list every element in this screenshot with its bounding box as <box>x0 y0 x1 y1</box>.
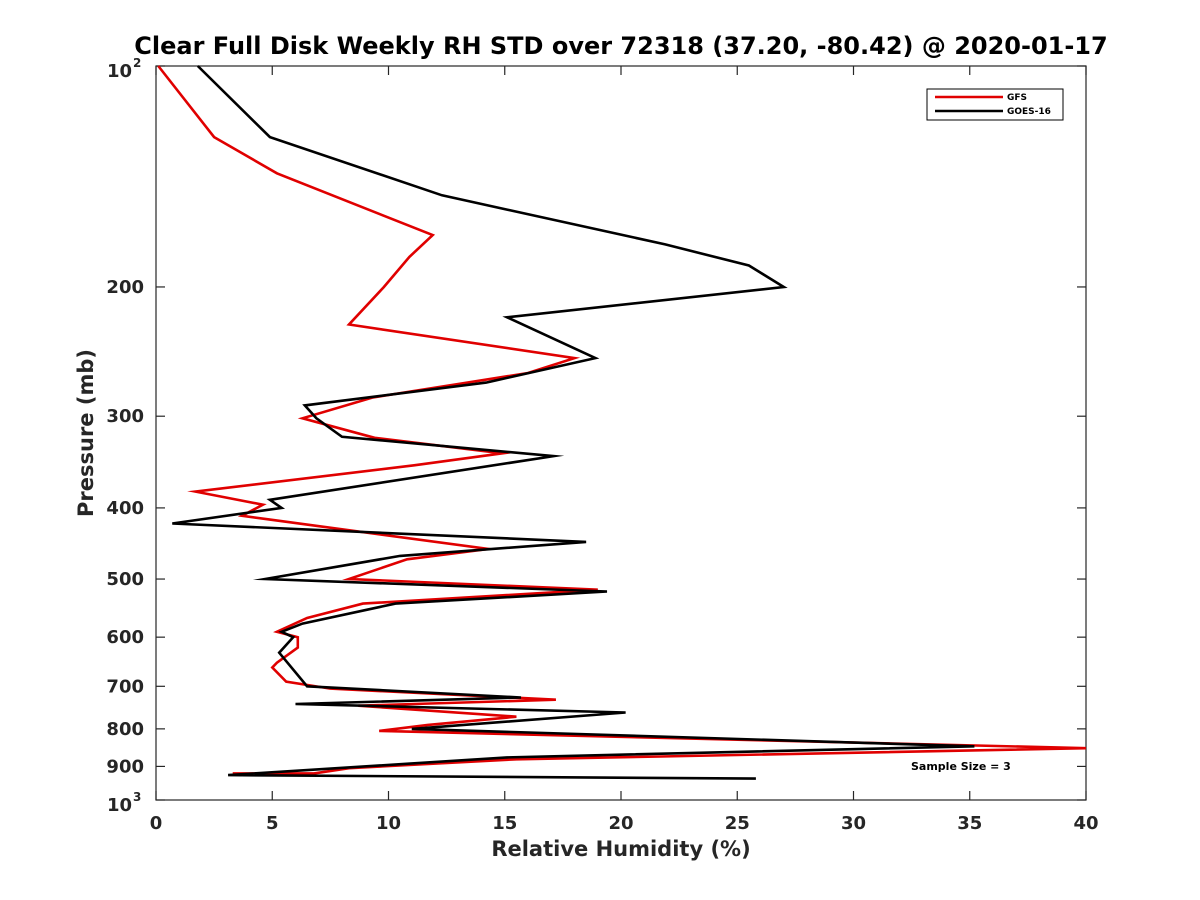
legend-box <box>926 88 1064 121</box>
y-tick-label: 600 <box>106 627 144 648</box>
y-tick-label: 800 <box>106 719 144 740</box>
y-tick-label-power: 10 2 <box>107 56 141 82</box>
y-tick-label: 200 <box>106 277 144 298</box>
y-tick-label-power: 10 3 <box>107 790 141 816</box>
series-line-goes16 <box>172 65 975 780</box>
x-tick-label: 15 <box>492 813 517 834</box>
y-tick-exponent: 2 <box>133 56 141 70</box>
x-axis: 0 5 10 15 20 25 30 35 40 <box>150 66 1099 834</box>
x-tick-label: 40 <box>1073 813 1098 834</box>
series-lines <box>157 65 1087 780</box>
y-tick-exponent: 3 <box>133 790 141 804</box>
y-axis-label: Pressure (mb) <box>74 349 98 517</box>
y-tick-base: 10 <box>107 795 132 816</box>
chart-title: Clear Full Disk Weekly RH STD over 72318… <box>134 32 1107 60</box>
legend: GFS GOES-16 <box>926 88 1064 121</box>
series-line-gfs <box>157 65 1087 775</box>
sample-size-annotation: Sample Size = 3 <box>911 760 1011 773</box>
x-tick-label: 35 <box>957 813 982 834</box>
legend-label-goes16: GOES-16 <box>1007 107 1051 117</box>
y-tick-label: 900 <box>106 756 144 777</box>
x-tick-label: 5 <box>266 813 279 834</box>
y-tick-label: 400 <box>106 498 144 519</box>
x-tick-label: 20 <box>608 813 633 834</box>
legend-label-gfs: GFS <box>1007 93 1027 103</box>
plot-area <box>155 65 1087 801</box>
x-axis-label: Relative Humidity (%) <box>491 837 750 861</box>
y-tick-label: 500 <box>106 569 144 590</box>
y-tick-base: 10 <box>107 61 132 82</box>
y-tick-label: 700 <box>106 676 144 697</box>
y-tick-label: 300 <box>106 406 144 427</box>
x-tick-label: 25 <box>725 813 750 834</box>
x-tick-label: 30 <box>841 813 866 834</box>
x-tick-label: 0 <box>150 813 163 834</box>
x-tick-label: 10 <box>376 813 401 834</box>
